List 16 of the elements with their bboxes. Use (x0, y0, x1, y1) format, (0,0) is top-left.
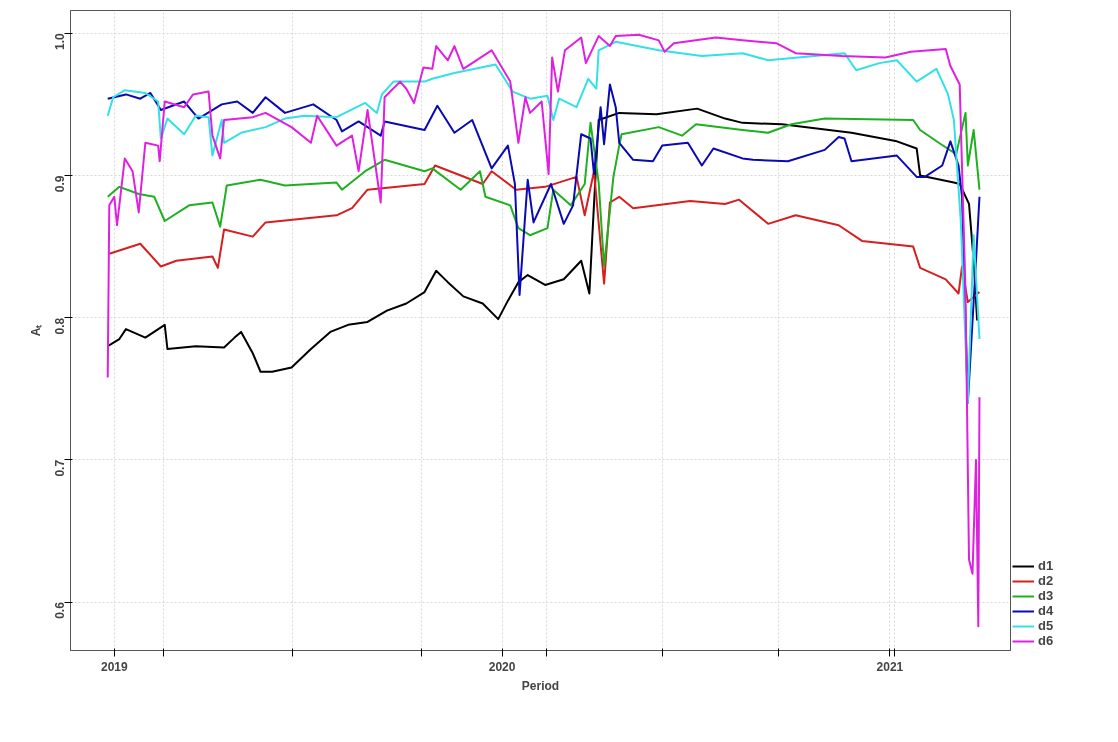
x-tick-label: 2021 (876, 659, 904, 674)
y-tick-label: 0.9 (53, 175, 67, 193)
y-axis-title: Aₜ (28, 324, 43, 337)
legend-label: d1 (1038, 558, 1055, 573)
y-tick-label: 1.0 (53, 32, 67, 50)
legend-label: d4 (1038, 603, 1055, 618)
legend-label: d3 (1038, 588, 1055, 603)
x-tick-label: 2019 (100, 659, 128, 674)
y-tick-label: 0.8 (53, 317, 67, 335)
y-tick-label: 0.6 (53, 601, 67, 619)
x-tick-label: 2020 (488, 659, 516, 674)
legend-label: d5 (1038, 618, 1055, 633)
legend-label: d6 (1038, 633, 1055, 648)
legend-label: d2 (1038, 573, 1055, 588)
y-tick-label: 0.7 (53, 459, 67, 477)
x-axis-title: Period (521, 678, 560, 693)
